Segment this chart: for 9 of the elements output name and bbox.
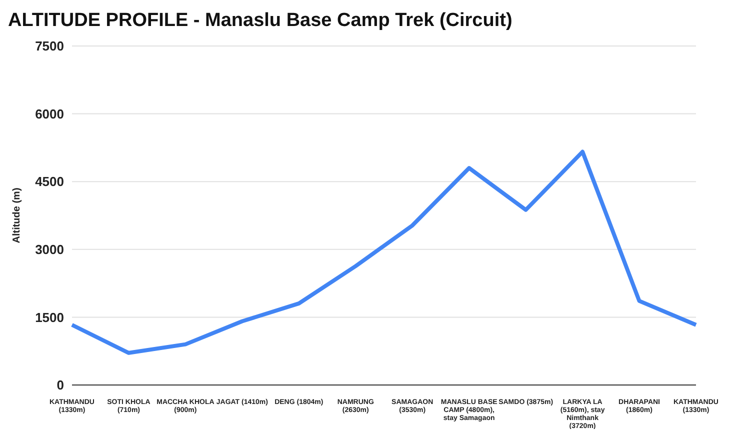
line-series	[70, 150, 698, 355]
y-axis-title: Altitude (m)	[12, 188, 23, 244]
y-tick-label: 4500	[35, 174, 64, 190]
y-tick-label: 1500	[35, 310, 64, 325]
y-tick-label: 3000	[35, 242, 64, 258]
chart-title: ALTITUDE PROFILE - Manaslu Base Camp Trek (Circuit)	[8, 9, 514, 33]
y-tick-label: 0	[56, 378, 64, 393]
y-tick-label: 7500	[35, 38, 64, 54]
y-tick-label: 6000	[35, 106, 64, 122]
